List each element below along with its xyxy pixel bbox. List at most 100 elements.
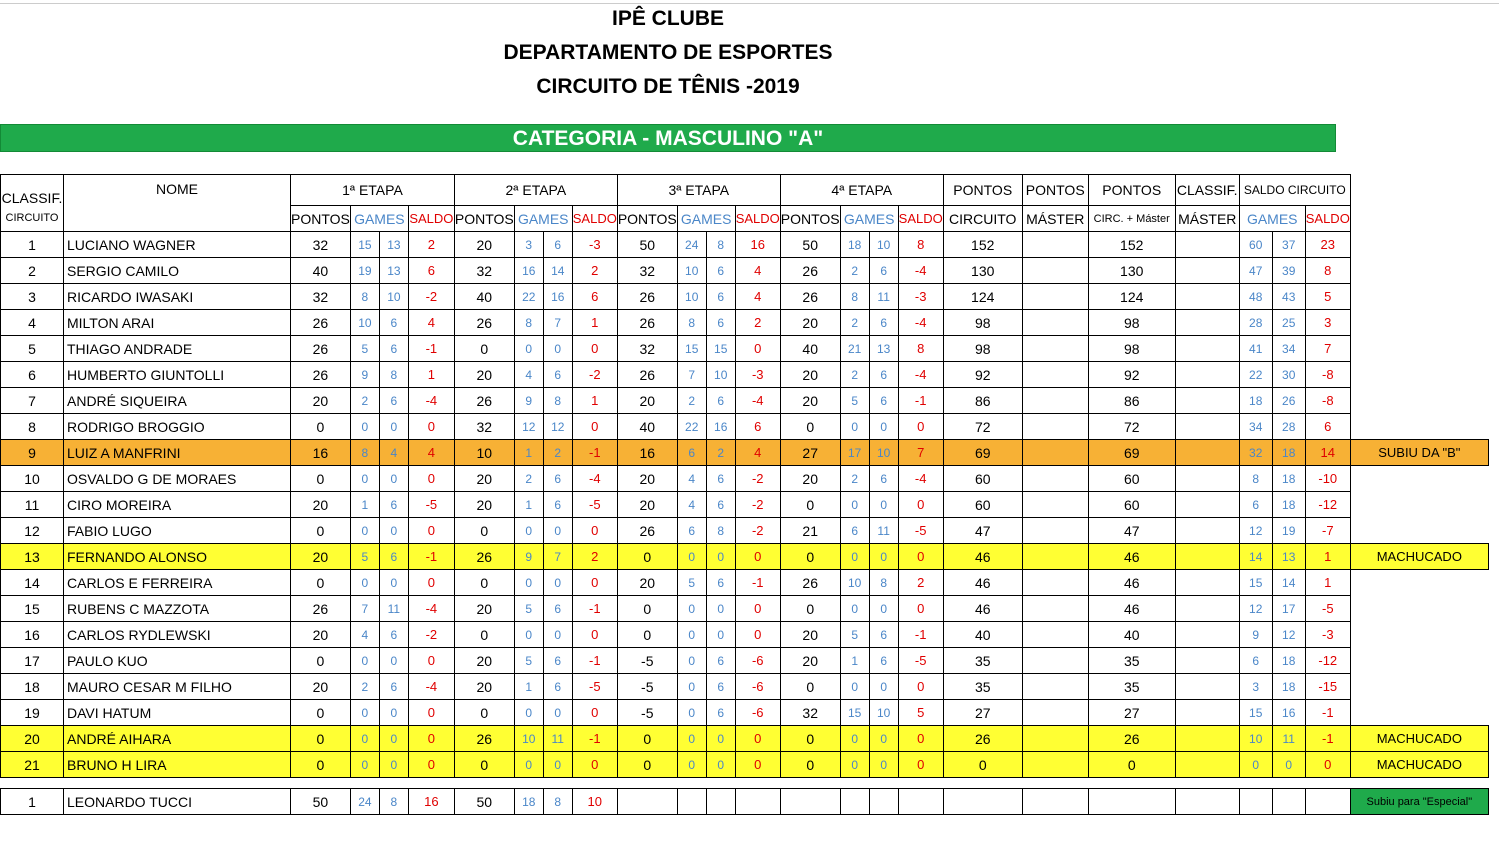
stage-saldo: -4: [571, 465, 618, 492]
stage-saldo: [734, 788, 781, 815]
stage-points: 20: [453, 231, 515, 258]
stage-games-won: 4: [349, 621, 380, 648]
saldo-games-won: 9: [1238, 621, 1273, 648]
position-cell: 19: [0, 699, 64, 726]
stage-saldo: -1: [734, 569, 781, 596]
stage-games-lost: 6: [378, 387, 409, 414]
stage-saldo: 0: [897, 673, 944, 700]
stage-saldo: 0: [897, 595, 944, 622]
stage-saldo: 2: [571, 543, 618, 570]
stage-saldo: 0: [734, 595, 781, 622]
position-cell: 17: [0, 647, 64, 674]
header-saldo-saldo: SALDO: [1304, 205, 1351, 232]
stage-points: 20: [453, 647, 515, 674]
stage-games-won: 8: [349, 283, 380, 310]
stage-saldo: 0: [897, 413, 944, 440]
stage-points: 0: [779, 725, 841, 752]
stage-games-won: 9: [513, 543, 544, 570]
stage-games-lost: 6: [705, 647, 736, 674]
stage-points: 27: [779, 439, 841, 466]
stage-games-lost: 6: [705, 309, 736, 336]
stage-games-lost: 0: [542, 621, 573, 648]
stage-points: 0: [453, 569, 515, 596]
status-note-empty: [1350, 700, 1488, 726]
pontos-master: [1021, 257, 1089, 284]
table-row: 14 CARLOS E FERREIRA 0 0 0 0 0 0 0 0 20 5 6 -1 26 10 8 2 4…: [0, 569, 1489, 596]
stage-games-won: 0: [513, 621, 544, 648]
stage-points: 26: [453, 309, 515, 336]
stage-games-lost: 10: [868, 439, 899, 466]
stage-points: 0: [453, 699, 515, 726]
stage-points: [779, 788, 841, 815]
stage-games-won: 5: [839, 621, 870, 648]
saldo-total: -1: [1304, 699, 1351, 726]
stage-games-lost: 6: [705, 673, 736, 700]
position-cell: 2: [0, 257, 64, 284]
saldo-games-lost: 34: [1271, 335, 1306, 362]
stage-games-lost: 16: [542, 283, 573, 310]
stage-saldo: 0: [407, 725, 455, 752]
pontos-total: 130: [1087, 257, 1176, 284]
player-name: LUIZ A MANFRINI: [63, 439, 291, 466]
stage-points: 20: [453, 361, 515, 388]
pontos-master: [1021, 725, 1089, 752]
player-name: CARLOS RYDLEWSKI: [63, 621, 291, 648]
stage-saldo: 6: [734, 413, 781, 440]
stage-games-won: 1: [513, 439, 544, 466]
stage-games-lost: 0: [705, 595, 736, 622]
stage-points: 0: [290, 465, 351, 492]
stage-saldo: -6: [734, 673, 781, 700]
stage-points: 20: [779, 621, 841, 648]
stage-points: 20: [779, 387, 841, 414]
stage-games-won: 10: [513, 725, 544, 752]
stage-games-lost: 13: [378, 257, 409, 284]
stage-saldo: -1: [571, 725, 618, 752]
pontos-total: 0: [1087, 751, 1176, 778]
pontos-total: 27: [1087, 699, 1176, 726]
stage-games-won: 0: [839, 751, 870, 778]
stage-points: 0: [616, 595, 678, 622]
stage-games-lost: 6: [705, 465, 736, 492]
header-pontos-circuito: PONTOS: [942, 174, 1023, 206]
stage-games-won: 0: [676, 751, 707, 778]
stage-points: 0: [779, 491, 841, 518]
stage-games-lost: 6: [868, 621, 899, 648]
player-name: DAVI HATUM: [63, 699, 291, 726]
pontos-master: [1021, 673, 1089, 700]
stage-saldo: 0: [571, 621, 618, 648]
stage-games-lost: 0: [378, 751, 409, 778]
stage-games-won: 0: [676, 673, 707, 700]
stage-saldo: -1: [897, 621, 944, 648]
stage-saldo: 4: [734, 283, 781, 310]
stage-games-lost: 6: [378, 621, 409, 648]
player-name: FABIO LUGO: [63, 517, 291, 544]
player-name: MILTON ARAI: [63, 309, 291, 336]
stage-games-won: 9: [513, 387, 544, 414]
stage-games-lost: 0: [378, 465, 409, 492]
stage-points: 10: [453, 439, 515, 466]
player-name: PAULO KUO: [63, 647, 291, 674]
stage-games-lost: 6: [705, 387, 736, 414]
stage-saldo: 0: [407, 517, 455, 544]
stage-games-won: 15: [839, 699, 870, 726]
player-name: HUMBERTO GIUNTOLLI: [63, 361, 291, 388]
stage-games-won: 24: [676, 231, 707, 258]
pontos-circuito: 60: [942, 465, 1023, 492]
pontos-total: 86: [1087, 387, 1176, 414]
classif-master: [1174, 517, 1240, 544]
saldo-games-lost: 37: [1271, 231, 1306, 258]
stage-games-won: 2: [839, 361, 870, 388]
position-cell: 13: [0, 543, 64, 570]
stage-saldo: 2: [571, 257, 618, 284]
classif-master: [1174, 413, 1240, 440]
stage-games-lost: 0: [378, 413, 409, 440]
classif-master: [1174, 491, 1240, 518]
department-title: DEPARTAMENTO DE ESPORTES: [503, 41, 833, 64]
stage-games-won: [839, 788, 870, 815]
table-row: 5 THIAGO ANDRADE 26 5 6 -1 0 0 0 0 32 15 15 0 40 21 13 8 9…: [0, 335, 1489, 362]
stage-games-lost: 11: [868, 517, 899, 544]
stage-saldo: -2: [734, 465, 781, 492]
stage-points: 40: [290, 257, 351, 284]
status-note: MACHUCADO: [1349, 725, 1489, 752]
stage-games-won: 5: [676, 569, 707, 596]
